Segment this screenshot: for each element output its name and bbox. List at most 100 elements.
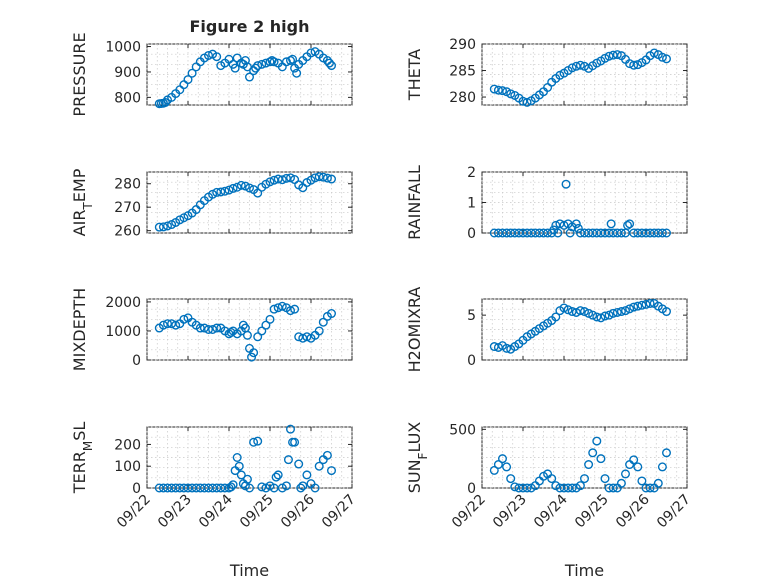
y-axis-label: TERRMSL: [70, 422, 95, 495]
data-point: [645, 483, 655, 493]
data-point: [621, 469, 631, 479]
data-point: [565, 228, 575, 238]
data-series: [154, 172, 337, 232]
data-point: [302, 470, 312, 480]
data-point: [179, 314, 189, 324]
data-point: [506, 89, 516, 99]
subplot-pressure: 800 900 1000 PRESSURE Figure 2 high: [70, 17, 353, 117]
data-point: [625, 59, 635, 69]
data-series: [489, 436, 672, 493]
data-point: [567, 63, 577, 73]
data-point: [296, 483, 306, 493]
data-point: [318, 317, 328, 327]
data-point: [292, 68, 302, 78]
data-point: [277, 301, 287, 311]
data-point: [240, 181, 250, 191]
data-point: [637, 476, 647, 486]
data-point: [314, 461, 324, 471]
data-point: [226, 482, 236, 492]
data-point: [629, 60, 639, 70]
data-point: [612, 50, 622, 60]
data-point: [629, 455, 639, 465]
data-point: [563, 305, 573, 315]
subplot-sun-flux: 0 500 09/22 09/23 09/24 09/25 09/26 09/27 SUNFLU…: [405, 422, 694, 580]
y-tick-label: 200: [114, 437, 141, 453]
data-point: [616, 307, 626, 317]
y-tick-label: 1000: [105, 324, 141, 340]
y-tick-label: 1: [467, 196, 476, 212]
data-point: [220, 483, 230, 493]
subplot-theta: 280 285 290 THETA: [405, 37, 688, 107]
data-point: [327, 309, 337, 319]
data-point: [286, 56, 296, 66]
data-point: [247, 352, 257, 362]
x-axis-label: Time: [229, 561, 269, 580]
y-tick-label: 280: [114, 177, 141, 193]
data-point: [265, 57, 275, 67]
data-point: [584, 308, 594, 318]
data-point: [265, 314, 275, 324]
data-point: [162, 221, 172, 231]
data-point: [584, 460, 594, 470]
data-point: [249, 348, 259, 358]
data-point: [559, 220, 569, 230]
data-point: [502, 462, 512, 472]
y-tick-label: 0: [132, 353, 141, 369]
y-tick-label: 500: [449, 422, 476, 438]
data-point: [662, 307, 672, 317]
chart-title: Figure 2 high: [190, 17, 310, 36]
data-point: [281, 481, 291, 491]
y-axis-label: AIRTEMP: [70, 168, 95, 236]
data-point: [212, 323, 222, 333]
x-tick-label: 09/27: [654, 492, 694, 532]
y-axis-label: THETA: [405, 49, 424, 101]
y-tick-label: 285: [449, 64, 476, 80]
data-point: [232, 182, 242, 192]
x-axis-label: Time: [564, 561, 604, 580]
data-point: [498, 86, 508, 96]
data-point: [277, 175, 287, 185]
data-point: [286, 306, 296, 316]
data-point: [195, 323, 205, 333]
data-point: [290, 437, 300, 447]
data-point: [183, 75, 193, 85]
y-tick-label: 5: [467, 308, 476, 324]
data-point: [580, 474, 590, 484]
data-point: [158, 222, 168, 232]
data-point: [253, 332, 263, 342]
data-point: [506, 474, 516, 484]
data-point: [208, 325, 218, 335]
data-series: [154, 301, 337, 362]
data-series: [489, 179, 672, 238]
y-tick-label: 0: [467, 353, 476, 369]
data-point: [244, 483, 254, 493]
y-tick-label: 2000: [105, 295, 141, 311]
data-point: [242, 330, 252, 340]
data-point: [493, 460, 503, 470]
data-point: [596, 454, 606, 464]
subplot-h2omixra: 0 5 H2OMIXRA: [405, 287, 688, 372]
y-tick-label: 270: [114, 200, 141, 216]
data-point: [662, 448, 672, 458]
data-point: [522, 483, 532, 493]
data-point: [604, 310, 614, 320]
y-tick-label: 800: [114, 90, 141, 106]
y-tick-label: 0: [132, 481, 141, 497]
y-tick-label: 900: [114, 65, 141, 81]
data-point: [493, 85, 503, 95]
data-point: [327, 61, 337, 71]
data-point: [522, 97, 532, 107]
data-point: [236, 180, 246, 190]
data-point: [616, 478, 626, 488]
data-point: [653, 478, 663, 488]
data-point: [212, 187, 222, 197]
data-point: [228, 183, 238, 193]
data-point: [625, 219, 635, 229]
data-point: [203, 325, 213, 335]
data-point: [232, 453, 242, 463]
data-point: [600, 311, 610, 321]
data-point: [324, 58, 334, 68]
data-point: [604, 51, 614, 61]
data-point: [236, 470, 246, 480]
data-point: [662, 228, 672, 238]
